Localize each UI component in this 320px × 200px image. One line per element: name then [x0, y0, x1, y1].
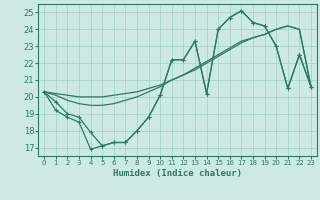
X-axis label: Humidex (Indice chaleur): Humidex (Indice chaleur)	[113, 169, 242, 178]
